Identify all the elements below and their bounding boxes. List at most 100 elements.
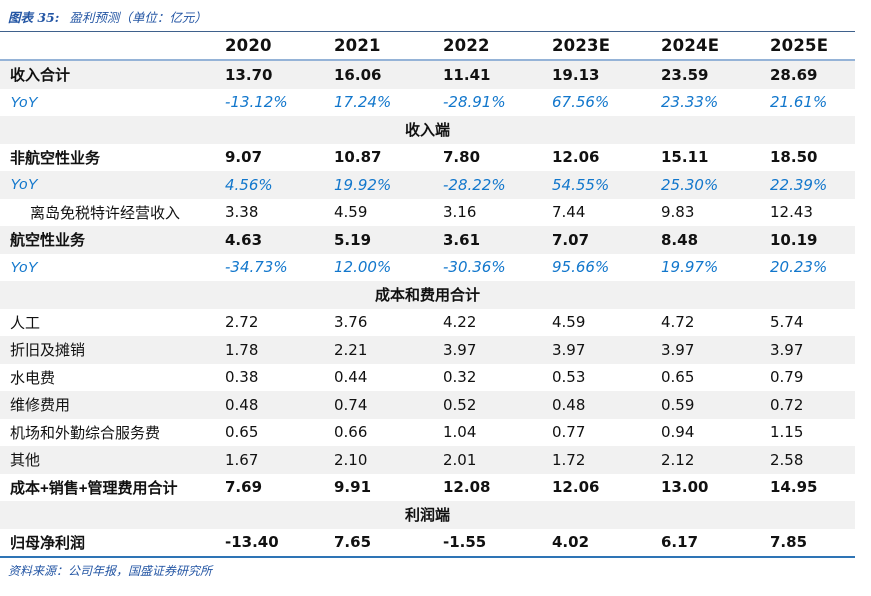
row-label: YoY bbox=[10, 258, 38, 276]
row-label: 水电费 bbox=[10, 369, 56, 387]
value-cell-2024E: 13.00 bbox=[661, 478, 709, 497]
value-cell-2024E: 8.48 bbox=[661, 230, 699, 249]
value-cell-2025E: 2.58 bbox=[770, 450, 804, 469]
research-report-table-page: 图表 35: 盈利预测（单位：亿元） 2020 2021 2022 2023E 2024E… bbox=[0, 7, 871, 596]
value-cell-2023E: 7.44 bbox=[552, 203, 586, 222]
value-cell-2020: 4.63 bbox=[225, 230, 263, 249]
value-cell-2025E: 3.97 bbox=[770, 340, 804, 359]
table-row: 成本+销售+管理费用合计 7.69 9.91 12.08 12.06 13.00 14.95 bbox=[0, 474, 855, 502]
value-cell-2022: 0.32 bbox=[443, 368, 477, 387]
value-cell-2025E: 0.79 bbox=[770, 368, 804, 387]
row-label: 收入合计 bbox=[10, 67, 71, 85]
row-label: 归母净利润 bbox=[10, 534, 86, 552]
value-cell-2021: 12.00% bbox=[334, 258, 392, 277]
value-cell-2020: 13.70 bbox=[225, 65, 273, 84]
value-cell-2020: 7.69 bbox=[225, 478, 263, 497]
figure-caption: 盈利预测（单位：亿元） bbox=[69, 10, 207, 25]
header-year-2023E: 2023E bbox=[552, 36, 611, 55]
source-note: 资料来源：公司年报，国盛证券研究所 bbox=[8, 564, 213, 578]
table-row: YoY -34.73% 12.00% -30.36% 95.66% 19.97% 20.23… bbox=[0, 254, 855, 282]
table-row: YoY -13.12% 17.24% -28.91% 67.56% 23.33% 21.61… bbox=[0, 89, 855, 117]
row-label: YoY bbox=[10, 176, 38, 194]
value-cell-2022: 3.97 bbox=[443, 340, 477, 359]
value-cell-2023E: 95.66% bbox=[552, 258, 610, 277]
profit-forecast-table: 2020 2021 2022 2023E 2024E 2025E 收入合计 13.70 16.0… bbox=[0, 31, 855, 558]
table-row: 航空性业务 4.63 5.19 3.61 7.07 8.48 10.19 bbox=[0, 226, 855, 254]
value-cell-2021: 0.66 bbox=[334, 423, 368, 442]
value-cell-2021: 19.92% bbox=[334, 175, 392, 194]
row-label: 离岛免税特许经营收入 bbox=[30, 204, 181, 222]
value-cell-2024E: 15.11 bbox=[661, 148, 709, 167]
table-row: 非航空性业务 9.07 10.87 7.80 12.06 15.11 18.50 bbox=[0, 144, 855, 172]
section-header-row: 收入端 bbox=[0, 116, 855, 144]
value-cell-2022: -28.22% bbox=[443, 175, 506, 194]
header-year-2021: 2021 bbox=[334, 36, 381, 55]
table-row: 维修费用 0.48 0.74 0.52 0.48 0.59 0.72 bbox=[0, 391, 855, 419]
value-cell-2021: 7.65 bbox=[334, 533, 372, 552]
row-label: 非航空性业务 bbox=[10, 149, 101, 167]
figure-number-label: 图表 35: bbox=[8, 10, 60, 25]
value-cell-2020: -13.40 bbox=[225, 533, 279, 552]
header-year-2025E: 2025E bbox=[770, 36, 829, 55]
value-cell-2022: 11.41 bbox=[443, 65, 491, 84]
table-row: 离岛免税特许经营收入 3.38 4.59 3.16 7.44 9.83 12.43 bbox=[0, 199, 855, 227]
value-cell-2021: 4.59 bbox=[334, 203, 368, 222]
section-header-label: 收入端 bbox=[404, 122, 450, 140]
section-header-label: 成本和费用合计 bbox=[374, 287, 480, 305]
row-label: YoY bbox=[10, 93, 38, 111]
header-year-2020: 2020 bbox=[225, 36, 272, 55]
value-cell-2024E: 23.59 bbox=[661, 65, 709, 84]
value-cell-2024E: 0.94 bbox=[661, 423, 695, 442]
value-cell-2025E: 10.19 bbox=[770, 230, 818, 249]
value-cell-2023E: 0.48 bbox=[552, 395, 586, 414]
value-cell-2023E: 4.02 bbox=[552, 533, 590, 552]
value-cell-2023E: 12.06 bbox=[552, 148, 600, 167]
value-cell-2024E: 4.72 bbox=[661, 313, 695, 332]
value-cell-2020: 1.78 bbox=[225, 340, 259, 359]
table-row: 水电费 0.38 0.44 0.32 0.53 0.65 0.79 bbox=[0, 364, 855, 392]
row-label: 机场和外勤综合服务费 bbox=[10, 424, 161, 442]
value-cell-2021: 0.74 bbox=[334, 395, 368, 414]
value-cell-2020: 3.38 bbox=[225, 203, 259, 222]
value-cell-2024E: 23.33% bbox=[661, 93, 719, 112]
value-cell-2020: 0.48 bbox=[225, 395, 259, 414]
value-cell-2022: -1.55 bbox=[443, 533, 487, 552]
header-year-2022: 2022 bbox=[443, 36, 490, 55]
value-cell-2022: 3.61 bbox=[443, 230, 481, 249]
value-cell-2024E: 0.59 bbox=[661, 395, 695, 414]
table-row: 收入合计 13.70 16.06 11.41 19.13 23.59 28.69 bbox=[0, 61, 855, 89]
value-cell-2025E: 7.85 bbox=[770, 533, 808, 552]
value-cell-2021: 2.21 bbox=[334, 340, 368, 359]
value-cell-2023E: 3.97 bbox=[552, 340, 586, 359]
value-cell-2022: -30.36% bbox=[443, 258, 506, 277]
value-cell-2023E: 19.13 bbox=[552, 65, 600, 84]
value-cell-2023E: 4.59 bbox=[552, 313, 586, 332]
value-cell-2020: 1.67 bbox=[225, 450, 259, 469]
value-cell-2022: -28.91% bbox=[443, 93, 506, 112]
value-cell-2025E: 1.15 bbox=[770, 423, 804, 442]
value-cell-2023E: 0.53 bbox=[552, 368, 586, 387]
value-cell-2020: 0.38 bbox=[225, 368, 259, 387]
value-cell-2020: 2.72 bbox=[225, 313, 259, 332]
header-year-2024E: 2024E bbox=[661, 36, 720, 55]
value-cell-2022: 7.80 bbox=[443, 148, 481, 167]
table-row: 其他 1.67 2.10 2.01 1.72 2.12 2.58 bbox=[0, 446, 855, 474]
value-cell-2024E: 9.83 bbox=[661, 203, 695, 222]
value-cell-2023E: 7.07 bbox=[552, 230, 590, 249]
row-label: 折旧及摊销 bbox=[10, 342, 86, 360]
value-cell-2020: -13.12% bbox=[225, 93, 288, 112]
value-cell-2024E: 0.65 bbox=[661, 368, 695, 387]
section-header-label: 利润端 bbox=[404, 507, 450, 525]
table-row: 折旧及摊销 1.78 2.21 3.97 3.97 3.97 3.97 bbox=[0, 336, 855, 364]
value-cell-2022: 1.04 bbox=[443, 423, 477, 442]
value-cell-2021: 9.91 bbox=[334, 478, 372, 497]
row-label: 维修费用 bbox=[10, 397, 71, 415]
value-cell-2021: 2.10 bbox=[334, 450, 368, 469]
value-cell-2023E: 54.55% bbox=[552, 175, 610, 194]
value-cell-2024E: 3.97 bbox=[661, 340, 695, 359]
value-cell-2020: -34.73% bbox=[225, 258, 288, 277]
value-cell-2025E: 28.69 bbox=[770, 65, 818, 84]
value-cell-2022: 3.16 bbox=[443, 203, 477, 222]
value-cell-2023E: 0.77 bbox=[552, 423, 586, 442]
value-cell-2024E: 6.17 bbox=[661, 533, 699, 552]
